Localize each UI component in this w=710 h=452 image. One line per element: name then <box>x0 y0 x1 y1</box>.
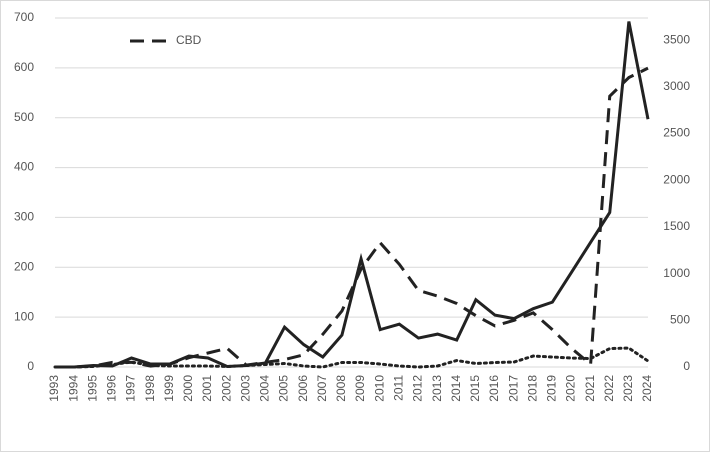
x-tick-label: 2017 <box>506 375 520 402</box>
x-tick-label: 2008 <box>334 375 348 402</box>
x-tick-label: 2015 <box>468 375 482 402</box>
x-tick-label: 1997 <box>124 375 138 402</box>
x-tick-label: 2005 <box>277 375 291 402</box>
x-tick-label: 2007 <box>315 375 329 402</box>
x-tick-label: 2002 <box>219 375 233 402</box>
x-tick-label: 2012 <box>411 375 425 402</box>
x-tick-label: 2023 <box>621 375 635 402</box>
series-line <box>55 21 650 369</box>
y2-tick-label: 2000 <box>663 172 690 186</box>
y-tick-label: 500 <box>14 110 34 124</box>
y2-tick-label: 2500 <box>663 126 690 140</box>
y-tick-label: 300 <box>14 210 34 224</box>
x-tick-label: 2013 <box>430 375 444 402</box>
x-tick-label: 2006 <box>296 375 310 402</box>
x-tick-label: 2003 <box>238 375 252 402</box>
x-tick-label: 2022 <box>602 375 616 402</box>
legend-label: CBD <box>176 33 202 47</box>
x-tick-label: 2011 <box>391 375 405 401</box>
series-line <box>53 346 650 369</box>
x-tick-label: 2024 <box>640 375 654 402</box>
x-tick-label: 1993 <box>47 375 61 402</box>
x-tick-label: 2021 <box>583 375 597 402</box>
y-tick-label: 200 <box>14 259 34 273</box>
x-tick-label: 2020 <box>564 375 578 402</box>
x-tick-label: 2001 <box>200 375 214 402</box>
x-tick-label: 1998 <box>143 375 157 402</box>
y2-tick-label: 3000 <box>663 79 690 93</box>
x-tick-label: 2009 <box>353 375 367 402</box>
x-tick-label: 1994 <box>66 375 80 402</box>
y-tick-label: 400 <box>14 160 34 174</box>
x-tick-label: 1999 <box>162 375 176 402</box>
x-tick-label: 2019 <box>545 375 559 402</box>
y-tick-label: 0 <box>27 359 34 373</box>
x-tick-label: 1996 <box>105 375 119 402</box>
y2-tick-label: 500 <box>670 312 690 326</box>
y2-tick-label: 3500 <box>663 32 690 46</box>
y-tick-label: 600 <box>14 60 34 74</box>
x-tick-label: 2004 <box>258 375 272 402</box>
x-tick-label: 2018 <box>525 375 539 402</box>
y-tick-label: 100 <box>14 309 34 323</box>
x-tick-label: 2010 <box>372 375 386 402</box>
y2-tick-label: 0 <box>683 359 690 373</box>
y2-tick-label: 1500 <box>663 219 690 233</box>
x-tick-label: 2014 <box>449 375 463 402</box>
y2-tick-label: 1000 <box>663 266 690 280</box>
x-tick-label: 2016 <box>487 375 501 402</box>
x-tick-label: 1995 <box>85 375 99 402</box>
x-tick-label: 2000 <box>181 375 195 402</box>
y-tick-label: 700 <box>14 10 34 24</box>
